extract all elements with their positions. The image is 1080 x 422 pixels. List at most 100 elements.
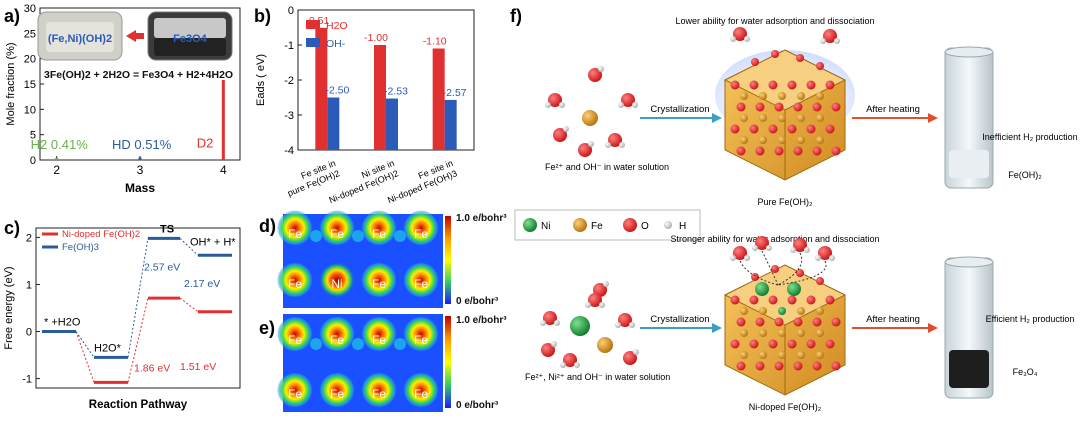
lattice-oxygen bbox=[774, 146, 784, 156]
lattice-oxygen bbox=[736, 146, 746, 156]
lattice-oxygen bbox=[774, 102, 784, 112]
panel-f-label: f) bbox=[510, 6, 522, 26]
lattice-oxygen bbox=[730, 339, 740, 349]
hydrogen-atom bbox=[766, 245, 772, 251]
hydrogen-atom bbox=[619, 142, 625, 148]
eads-bar-label: -2.53 bbox=[384, 86, 408, 98]
top-result-label: Inefficient H₂ production bbox=[982, 132, 1077, 142]
legend-atom-label: H bbox=[679, 221, 686, 232]
inset-jar-2-top bbox=[154, 18, 226, 38]
legend-atom-ni bbox=[523, 218, 537, 232]
hydrogen-atom bbox=[560, 362, 566, 368]
lattice-oxygen bbox=[812, 317, 822, 327]
lattice-oxygen bbox=[730, 80, 740, 90]
panel-e-label: e) bbox=[259, 318, 275, 338]
lattice-oxygen bbox=[812, 146, 822, 156]
lattice-oxygen bbox=[768, 80, 778, 90]
legend-swatch-b bbox=[306, 20, 320, 29]
hydrogen-atom bbox=[804, 247, 810, 253]
top-solution-label: Fe²⁺ and OH⁻ in water solution bbox=[545, 162, 669, 172]
eads-bar bbox=[386, 98, 398, 150]
panel-e: e) Fe Fe Fe Fe Fe Fe Fe Fe bbox=[255, 312, 485, 417]
bottom-product-label: Fe₃O₄ bbox=[1013, 367, 1038, 377]
top-product-label: Fe(OH)₂ bbox=[1008, 170, 1042, 180]
oxygen-atom bbox=[733, 27, 747, 41]
lattice-metal bbox=[740, 329, 748, 337]
lattice-oxygen bbox=[831, 146, 841, 156]
oxygen-atom bbox=[755, 236, 769, 250]
barrier-label: 1.86 eV bbox=[134, 363, 170, 375]
panel-b-label: b) bbox=[254, 6, 271, 26]
y-axis-label-b: Eads ( eV) bbox=[255, 54, 267, 106]
hydrogen-atom bbox=[752, 245, 758, 251]
energy-connector bbox=[179, 297, 199, 313]
mass-peak-label: D2 bbox=[197, 135, 214, 150]
legend-atom-o bbox=[623, 218, 637, 232]
y-tick-label-a: 0 bbox=[30, 155, 36, 167]
lattice-oxygen bbox=[730, 295, 740, 305]
atom-density bbox=[361, 262, 397, 298]
top-title: Lower ability for water adsorption and d… bbox=[675, 16, 874, 26]
barrier-label: 1.51 eV bbox=[180, 361, 216, 373]
inset-label-2: Fe3O4 bbox=[173, 33, 208, 45]
lattice-oxygen bbox=[806, 339, 816, 349]
lattice-oxygen bbox=[831, 102, 841, 112]
panel-c-label: c) bbox=[4, 218, 20, 238]
map-d-scale-max: 1.0 e/bohr³ bbox=[456, 213, 507, 224]
lattice-metal bbox=[759, 92, 767, 100]
inset-jar-1-liquid bbox=[46, 22, 114, 52]
hydrogen-atom bbox=[790, 247, 796, 253]
atom-density bbox=[277, 316, 313, 352]
lattice-oxygen bbox=[755, 361, 765, 371]
legend-label-b: H2O bbox=[326, 20, 348, 32]
hydrogen-atom bbox=[615, 322, 621, 328]
hydrogen-atom bbox=[585, 302, 591, 308]
lattice-metal bbox=[816, 307, 824, 315]
atom-density bbox=[319, 372, 355, 408]
lattice-metal bbox=[816, 92, 824, 100]
top-crystal-label: Pure Fe(OH)₂ bbox=[757, 197, 813, 207]
lattice-oxygen bbox=[736, 317, 746, 327]
lattice-metal bbox=[759, 114, 767, 122]
lattice-metal bbox=[797, 307, 805, 315]
energy-connector bbox=[127, 238, 149, 358]
top-heating-arrowhead bbox=[928, 113, 938, 123]
lattice-metal bbox=[740, 351, 748, 359]
lattice-oxygen bbox=[768, 295, 778, 305]
lattice-oxygen bbox=[755, 102, 765, 112]
hydrogen-atom bbox=[730, 36, 736, 42]
lattice-oxygen bbox=[793, 102, 803, 112]
hydrogen-atom bbox=[563, 126, 569, 132]
axis-frame-c bbox=[35, 227, 241, 389]
hydrogen-atom bbox=[540, 320, 546, 326]
surface-oxygen bbox=[751, 58, 759, 66]
hydrogen-atom bbox=[829, 255, 835, 261]
atom-label: Fe bbox=[288, 333, 302, 347]
eads-bar bbox=[432, 48, 445, 150]
bottom-heating-arrowhead bbox=[928, 323, 938, 333]
surface-oxygen bbox=[796, 54, 804, 62]
hydrogen-atom bbox=[588, 141, 594, 147]
y-tick-label-b: 0 bbox=[288, 5, 294, 17]
oxygen-atom bbox=[553, 128, 567, 142]
hydrogen-atom bbox=[744, 36, 750, 42]
atom-density bbox=[403, 210, 439, 246]
atom-label: Fe bbox=[414, 387, 428, 401]
oxygen-atom bbox=[621, 93, 635, 107]
atom-label: Fe bbox=[288, 277, 302, 291]
map-e-scale-min: 0 e/bohr³ bbox=[456, 400, 499, 411]
mass-peak-label: H2 0.41% bbox=[31, 137, 89, 152]
adsorption-arrow bbox=[777, 252, 803, 286]
lattice-oxygen bbox=[787, 124, 797, 134]
schematic-f: f) Lower ability for water adsorption an… bbox=[510, 6, 1078, 412]
lattice-metal bbox=[797, 114, 805, 122]
lattice-oxygen bbox=[736, 361, 746, 371]
legend-atom-h bbox=[664, 221, 672, 229]
lattice-metal bbox=[740, 114, 748, 122]
bond-density bbox=[352, 338, 364, 350]
y-tick-label-b: -3 bbox=[284, 110, 294, 122]
inset-jar-2-bottom bbox=[154, 38, 226, 56]
bond-density bbox=[394, 230, 406, 242]
lattice-metal bbox=[816, 329, 824, 337]
